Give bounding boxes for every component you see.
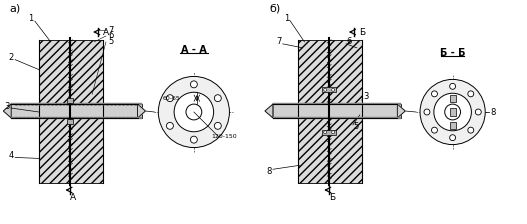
Text: 6: 6 — [108, 31, 113, 41]
Circle shape — [174, 92, 213, 132]
Text: 8: 8 — [266, 167, 271, 176]
Circle shape — [186, 104, 202, 120]
Text: A: A — [70, 193, 76, 202]
Bar — [450, 122, 455, 129]
Bar — [67, 119, 73, 124]
Circle shape — [324, 131, 327, 134]
Text: 3: 3 — [363, 92, 368, 101]
Circle shape — [167, 122, 173, 129]
Text: 7: 7 — [108, 26, 113, 34]
Circle shape — [424, 109, 430, 115]
Circle shape — [331, 131, 335, 134]
Circle shape — [324, 88, 327, 91]
Polygon shape — [3, 104, 11, 118]
Bar — [39, 118, 103, 183]
Bar — [273, 104, 401, 118]
Bar — [323, 130, 336, 135]
Bar — [298, 118, 362, 183]
Bar — [11, 104, 142, 118]
Circle shape — [432, 91, 437, 97]
Bar — [323, 87, 336, 92]
Circle shape — [434, 93, 471, 131]
Text: 5: 5 — [108, 37, 113, 46]
Text: Б: Б — [329, 193, 335, 202]
Text: 5: 5 — [353, 122, 358, 131]
Bar — [11, 103, 142, 105]
Bar — [450, 108, 455, 116]
Text: 1: 1 — [28, 14, 34, 23]
Circle shape — [420, 80, 485, 144]
Polygon shape — [138, 104, 145, 118]
Circle shape — [158, 76, 229, 148]
Text: 8: 8 — [490, 108, 495, 116]
Polygon shape — [397, 104, 405, 118]
Bar — [273, 103, 401, 105]
Circle shape — [331, 88, 335, 91]
Polygon shape — [265, 104, 273, 118]
Circle shape — [475, 109, 481, 115]
Bar — [67, 98, 73, 103]
Text: 6: 6 — [346, 37, 352, 46]
Bar — [298, 40, 362, 104]
Text: 60-65: 60-65 — [162, 96, 180, 101]
Text: 2: 2 — [8, 53, 14, 62]
Text: 4: 4 — [8, 151, 14, 160]
Circle shape — [432, 127, 437, 133]
Text: б): б) — [269, 3, 280, 13]
Circle shape — [214, 95, 221, 102]
Text: 1: 1 — [284, 14, 289, 23]
Text: 120-150: 120-150 — [212, 134, 237, 139]
Circle shape — [468, 127, 474, 133]
Circle shape — [450, 83, 455, 89]
Text: а): а) — [9, 3, 21, 13]
Bar — [273, 117, 401, 119]
Circle shape — [468, 91, 474, 97]
Text: A: A — [103, 28, 109, 37]
Bar — [450, 95, 455, 102]
Text: Б: Б — [359, 28, 365, 37]
Circle shape — [450, 135, 455, 141]
Circle shape — [214, 122, 221, 129]
Text: 3: 3 — [5, 101, 10, 111]
Bar — [11, 117, 142, 119]
Bar — [39, 40, 103, 104]
Text: Б - Б: Б - Б — [440, 48, 465, 58]
Text: А - А: А - А — [181, 45, 207, 55]
Text: 7: 7 — [276, 37, 281, 46]
Circle shape — [167, 95, 173, 102]
Circle shape — [190, 136, 197, 143]
Circle shape — [190, 81, 197, 88]
Circle shape — [445, 104, 461, 120]
